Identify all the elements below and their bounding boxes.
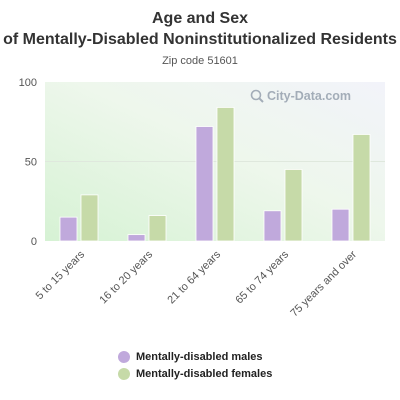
bar-males [195,126,214,242]
bar-females [148,215,167,242]
legend: Mentally-disabled males Mentally-disable… [118,349,272,383]
bar-males [59,216,78,242]
bar-males [331,208,350,242]
chart-title: Age and Sex of Mentally-Disabled Noninsti… [3,10,397,48]
search-icon [250,89,264,103]
legend-label-males: Mentally-disabled males [136,351,263,363]
x-tick-label: 75 years and over [288,248,359,319]
y-tick-label: 0 [31,236,37,248]
legend-swatch-females [118,368,130,380]
legend-item-males: Mentally-disabled males [118,349,272,365]
bar-females [284,169,303,242]
bar-males [127,234,146,242]
chart-subtitle: Zip code 51601 [162,55,238,67]
watermark-text: City-Data.com [267,89,351,103]
x-tick-label: 21 to 64 years [165,248,223,306]
bar-females [352,134,371,242]
bar-males [263,210,282,242]
x-tick-label: 65 to 74 years [233,248,291,306]
y-tick-label: 100 [19,77,37,89]
x-tick-label: 5 to 15 years [34,248,88,302]
watermark: City-Data.com [250,89,351,103]
legend-swatch-males [118,351,130,363]
x-tick-label: 16 to 20 years [97,248,155,306]
y-tick-label: 50 [25,157,37,169]
legend-label-females: Mentally-disabled females [136,368,273,380]
legend-item-females: Mentally-disabled females [118,366,272,382]
bar-females [80,194,99,242]
bar-females [216,107,235,242]
